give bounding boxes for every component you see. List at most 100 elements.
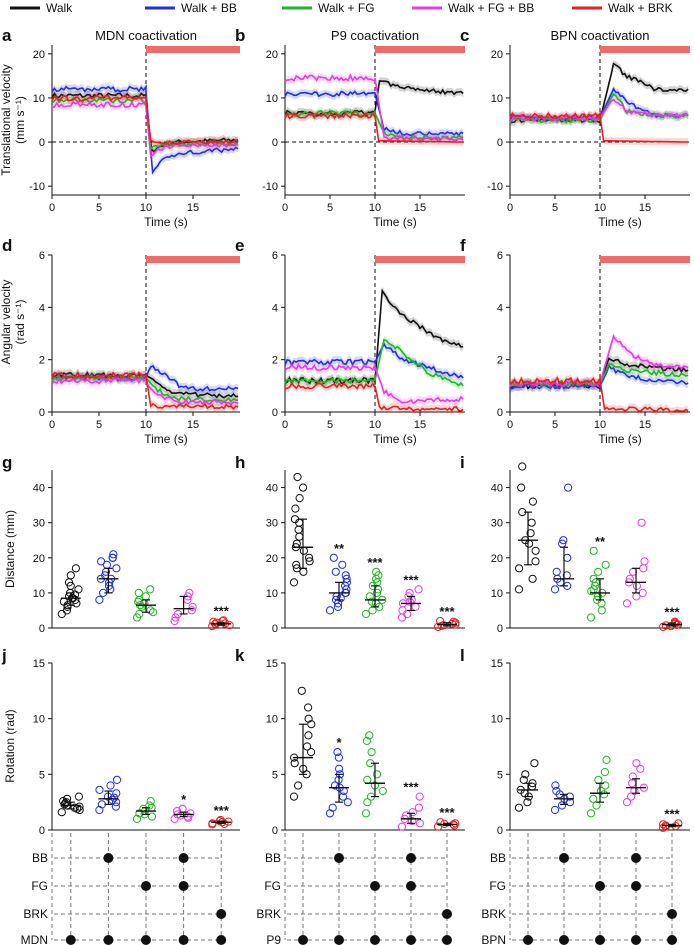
y-tick-label: 6 <box>272 250 278 262</box>
translational-ylabel-line: Translational velocity <box>0 64 13 176</box>
significance-stars: *** <box>214 803 230 818</box>
matrix-dot <box>216 909 227 919</box>
data-point <box>523 798 532 807</box>
matrix-dot <box>370 881 380 891</box>
translational-ylabel-line: (mm s⁻¹) <box>13 96 27 144</box>
matrix-row-label: BRK <box>256 907 281 921</box>
matrix-dot <box>559 853 569 863</box>
matrix-dot <box>334 935 344 945</box>
y-tick-label: 0 <box>272 623 278 635</box>
data-point <box>75 802 84 811</box>
y-tick-label: 6 <box>497 250 503 262</box>
panel-letter: c <box>460 26 469 45</box>
data-point <box>341 571 350 580</box>
matrix-dot <box>370 935 380 945</box>
panel-letter: k <box>235 646 245 665</box>
data-point <box>66 571 75 580</box>
data-point <box>600 768 610 777</box>
data-point <box>112 789 121 798</box>
y-tick-label: 10 <box>33 588 45 600</box>
data-point <box>552 786 561 796</box>
data-point <box>414 803 423 812</box>
scatter-panel-g: 0 10 20 30 40 g *** <box>2 453 240 635</box>
data-point <box>290 515 300 524</box>
data-point <box>145 801 154 810</box>
matrix-row-label: FG <box>264 879 281 893</box>
data-point <box>57 609 66 619</box>
panel-title: BPN coactivation <box>551 28 650 43</box>
series-line <box>284 342 464 379</box>
y-tick-label: 2 <box>272 355 278 367</box>
matrix-dot <box>298 935 308 945</box>
data-point <box>639 564 648 573</box>
data-point <box>531 546 540 555</box>
series-line <box>284 363 464 405</box>
y-tick-label: 0 <box>272 407 278 419</box>
y-tick-label: 20 <box>33 49 45 61</box>
series-line <box>51 371 239 410</box>
x-tick-label: 10 <box>594 419 606 431</box>
data-point <box>61 799 70 808</box>
y-tick-label: -10 <box>262 181 278 193</box>
angular-ylabel-line: Angular velocity <box>0 280 13 365</box>
data-point <box>378 786 387 796</box>
panel-letter: j <box>1 646 7 665</box>
y-tick-label: 15 <box>491 658 503 670</box>
series-line <box>284 338 464 387</box>
legend-label: Walk + BB <box>181 1 237 15</box>
matrix-dot <box>667 909 677 919</box>
angular-ylabel: Angular velocity(rad s⁻¹) <box>0 280 27 365</box>
panel-letter: a <box>2 26 12 45</box>
data-point <box>365 731 374 740</box>
data-point <box>637 518 646 527</box>
x-tick-label: 0 <box>282 419 288 431</box>
matrix-row-label: FG <box>489 879 506 893</box>
data-point <box>530 759 539 768</box>
y-tick-label: 15 <box>266 658 278 670</box>
series-line <box>284 90 464 137</box>
legend-label: Walk <box>46 1 73 15</box>
panel-letter: e <box>235 236 244 255</box>
data-point <box>293 472 302 482</box>
x-tick-label: 10 <box>369 419 381 431</box>
y-tick-label: 10 <box>491 93 503 105</box>
data-point <box>659 820 668 829</box>
data-point <box>186 809 195 818</box>
data-point <box>59 797 68 806</box>
y-tick-label: 0 <box>497 407 503 419</box>
panel-letter: h <box>235 453 245 472</box>
legend: Walk Walk + BB Walk + FG Walk + FG + BB Walk… <box>10 1 673 15</box>
data-point <box>112 775 122 785</box>
data-point <box>294 781 303 790</box>
matrix-dot <box>631 881 641 891</box>
data-point <box>632 581 642 591</box>
data-point <box>95 785 104 795</box>
data-point <box>518 462 527 471</box>
panel-letter: i <box>460 453 465 472</box>
scatter-panel-l: 0 5 10 15 l *** <box>460 646 690 837</box>
significance-stars: * <box>181 792 187 807</box>
data-point <box>334 753 343 762</box>
stimulus-bar <box>600 256 690 263</box>
stimulus-bar <box>600 46 690 53</box>
panel-letter: d <box>2 236 12 255</box>
data-point <box>586 613 596 622</box>
series-band <box>285 360 464 407</box>
data-point <box>305 557 314 566</box>
x-axis-label: Time (s) <box>598 215 642 229</box>
matrix-row-label: BB <box>32 851 48 865</box>
x-tick-label: 5 <box>96 202 102 214</box>
data-point <box>563 553 572 562</box>
distance-ylabel: Distance (mm) <box>3 510 17 588</box>
panel-title: P9 coactivation <box>331 28 419 43</box>
y-tick-label: 10 <box>491 714 503 726</box>
rotation-ylabel-line: Rotation (rad) <box>3 709 17 782</box>
data-point <box>451 618 460 627</box>
data-point <box>338 560 347 569</box>
x-tick-label: 15 <box>639 419 651 431</box>
x-tick-label: 15 <box>187 202 199 214</box>
stimulus-bar <box>146 256 240 263</box>
y-tick-label: 5 <box>497 769 503 781</box>
y-tick-label: 0 <box>39 407 45 419</box>
